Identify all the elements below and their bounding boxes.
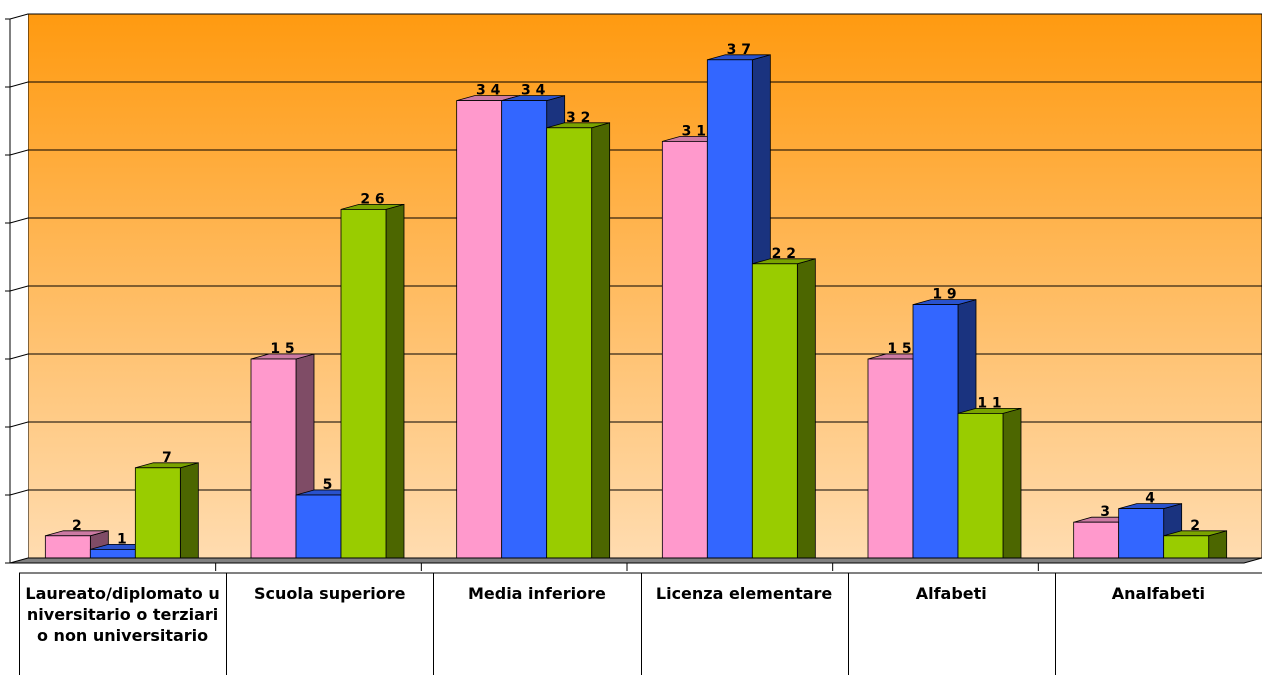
bar-front bbox=[1118, 508, 1165, 564]
bar-front bbox=[134, 467, 181, 564]
data-label: 2 bbox=[72, 518, 82, 534]
gridline bbox=[9, 489, 1262, 496]
data-label: 1 1 bbox=[977, 395, 1001, 411]
bar-front bbox=[1073, 521, 1120, 564]
data-label: 2 6 bbox=[360, 191, 384, 207]
data-label: 3 bbox=[1100, 504, 1110, 520]
bar-front bbox=[340, 208, 387, 564]
x-axis-category-label: Analfabeti bbox=[1111, 584, 1206, 603]
bar-side bbox=[796, 258, 816, 564]
data-label: 3 4 bbox=[476, 83, 501, 99]
gridline bbox=[9, 217, 1262, 224]
data-label: 1 5 bbox=[887, 341, 911, 357]
bar bbox=[546, 122, 611, 564]
bar-side bbox=[1002, 407, 1022, 564]
data-label: 1 5 bbox=[270, 341, 294, 357]
bar-front bbox=[501, 100, 548, 564]
bar-front bbox=[456, 100, 503, 564]
bar-front bbox=[546, 127, 593, 564]
bar-front bbox=[661, 140, 708, 564]
bar-side bbox=[385, 203, 405, 564]
bar-front bbox=[912, 304, 959, 564]
data-label: 3 4 bbox=[521, 83, 546, 99]
x-axis-category-label: Laureato/diplomato universitario o terzi… bbox=[25, 584, 220, 645]
x-axis-category-label: Licenza elementare bbox=[655, 584, 833, 603]
bar bbox=[340, 203, 405, 564]
bar-front bbox=[250, 358, 297, 564]
gridline bbox=[9, 149, 1262, 156]
x-axis-category-label: Media inferiore bbox=[467, 584, 606, 603]
bar-side bbox=[591, 122, 611, 564]
bar-front bbox=[957, 412, 1004, 564]
data-label: 1 9 bbox=[932, 287, 956, 303]
data-label: 2 bbox=[1190, 518, 1200, 534]
bar-front bbox=[706, 59, 753, 564]
bar-side bbox=[179, 462, 199, 564]
plot-floor bbox=[9, 557, 1262, 564]
bar bbox=[751, 258, 816, 564]
data-label: 4 bbox=[1145, 491, 1155, 507]
x-axis-category-label: Scuola superiore bbox=[253, 584, 406, 603]
bar-front bbox=[867, 358, 914, 564]
data-label: 2 2 bbox=[772, 246, 796, 262]
bar-front bbox=[295, 494, 342, 564]
bar bbox=[134, 462, 199, 564]
data-label: 5 bbox=[323, 477, 333, 493]
data-label: 3 7 bbox=[727, 42, 751, 58]
gridline bbox=[9, 81, 1262, 88]
bar-front bbox=[751, 263, 798, 564]
gridline bbox=[9, 13, 1262, 20]
data-label: 7 bbox=[162, 450, 172, 466]
gridline bbox=[9, 421, 1262, 428]
data-label: 3 2 bbox=[566, 110, 590, 126]
data-label: 3 1 bbox=[682, 123, 706, 139]
gridline bbox=[9, 353, 1262, 360]
bar bbox=[957, 407, 1022, 564]
x-axis-category-label: Alfabeti bbox=[915, 584, 987, 603]
data-label: 1 bbox=[117, 531, 127, 547]
gridline bbox=[9, 285, 1262, 292]
